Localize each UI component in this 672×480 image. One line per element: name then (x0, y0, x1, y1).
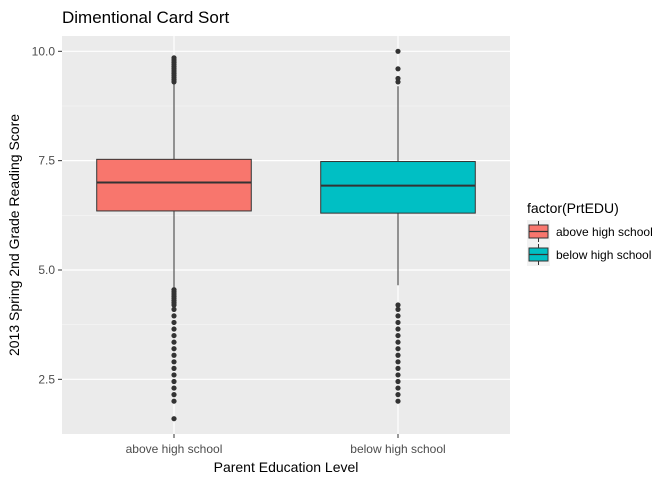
outlier-point (171, 378, 177, 385)
outlier-point (395, 313, 401, 319)
outlier-point (395, 359, 401, 365)
box-iqr (96, 158, 252, 212)
y-axis-ticks: 2.5 5.0 7.5 10.0 (32, 44, 62, 386)
outlier-point (395, 319, 401, 326)
outlier-point (171, 365, 177, 371)
boxplot-above-high-school (96, 55, 252, 422)
legend-label: below high school (556, 248, 651, 262)
outlier-point (171, 359, 177, 365)
outlier-point (171, 398, 177, 404)
outlier-point (395, 398, 401, 404)
x-axis-title: Parent Education Level (214, 459, 359, 475)
outlier-point (395, 48, 401, 54)
y-tick-label: 10.0 (32, 44, 56, 58)
outlier-point (171, 319, 177, 326)
legend-label: above high school (556, 225, 653, 239)
boxplot-below-high-school (320, 48, 476, 404)
outlier-point (171, 352, 177, 358)
legend-item: below high school (527, 243, 651, 266)
outlier-point (171, 339, 177, 345)
outlier-point (171, 326, 177, 332)
outlier-point (395, 302, 401, 308)
chart-title: Dimentional Card Sort (62, 8, 230, 27)
outlier-point (395, 332, 401, 339)
y-axis-title: 2013 Spring 2nd Grade Reading Score (6, 114, 22, 356)
outlier-point (171, 313, 177, 319)
outlier-point (395, 392, 401, 398)
outlier-point (395, 346, 401, 352)
outlier-point (395, 365, 401, 371)
outlier-point (395, 372, 401, 378)
outlier-point (171, 55, 177, 61)
x-axis-ticks: above high school below high school (126, 434, 446, 456)
outlier-point (171, 346, 177, 352)
x-tick-label: above high school (126, 442, 223, 456)
outlier-point (171, 306, 177, 312)
outlier-point (395, 352, 401, 358)
legend: factor(PrtEDU) above high school below hi… (527, 200, 653, 266)
outlier-point (171, 385, 177, 391)
outlier-point (395, 339, 401, 345)
outlier-point (395, 378, 401, 385)
legend-title: factor(PrtEDU) (527, 200, 619, 216)
y-tick-label: 5.0 (38, 263, 55, 277)
outlier-point (171, 416, 177, 422)
outlier-point (395, 326, 401, 332)
outlier-point (171, 392, 177, 398)
outlier-point (171, 332, 177, 339)
outlier-point (395, 75, 401, 82)
y-tick-label: 7.5 (38, 154, 55, 168)
box-iqr (320, 161, 476, 214)
outlier-point (395, 66, 401, 72)
legend-item: above high school (527, 220, 653, 243)
outlier-point (395, 306, 401, 312)
boxplots (96, 48, 476, 422)
outlier-point (171, 287, 177, 293)
y-tick-label: 2.5 (38, 372, 55, 386)
outlier-point (171, 372, 177, 378)
outlier-point (395, 385, 401, 391)
plot-panel (62, 36, 510, 434)
x-tick-label: below high school (350, 442, 445, 456)
